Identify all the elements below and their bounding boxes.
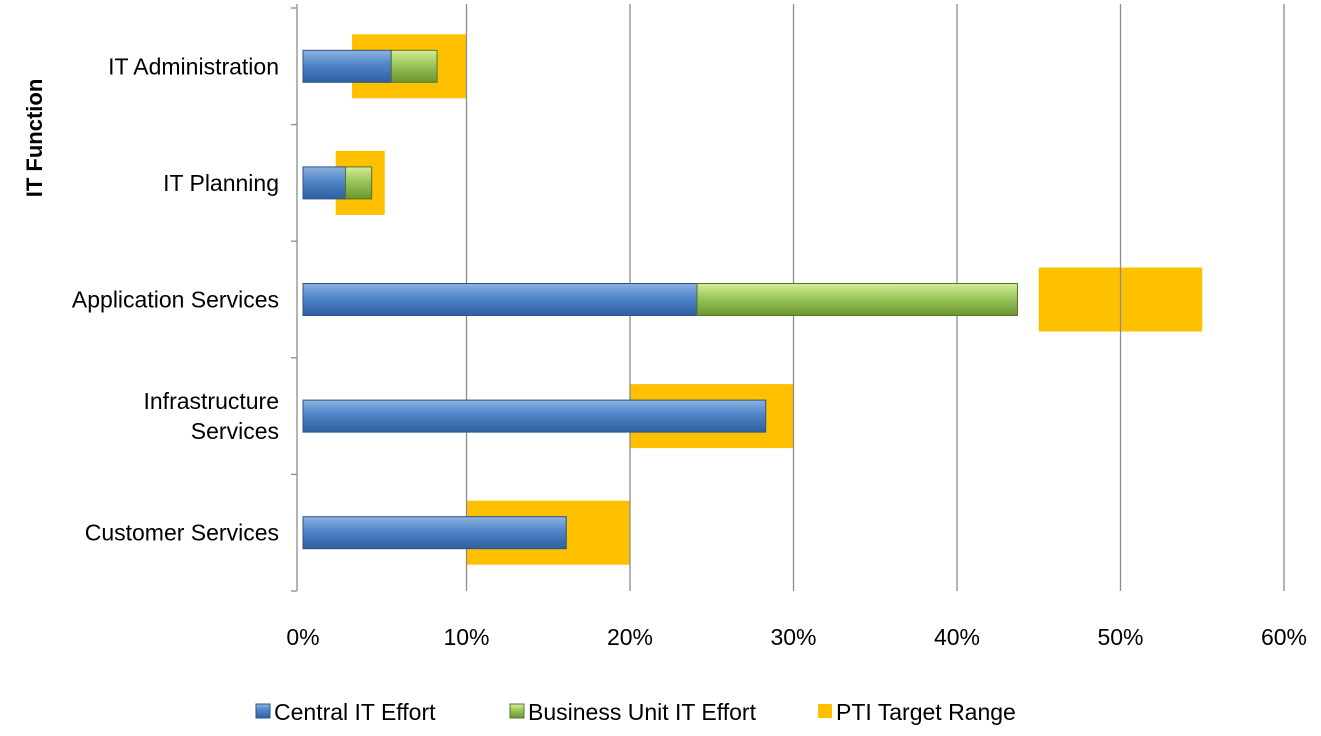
legend-swatch	[509, 703, 525, 719]
y-axis-title: IT Function	[22, 79, 47, 198]
category-label: Infrastructure	[144, 388, 280, 414]
bar-segment	[302, 166, 347, 200]
legend-label: PTI Target Range	[836, 699, 1016, 725]
bars-layer	[302, 49, 1018, 550]
legend-swatch	[818, 704, 832, 718]
x-tick-label: 40%	[934, 624, 980, 650]
bar-segment	[302, 283, 698, 316]
category-label: Customer Services	[85, 520, 279, 546]
axes	[291, 4, 298, 592]
bar-segment	[345, 166, 373, 200]
x-tick-label: 60%	[1261, 624, 1307, 650]
bar-segment	[302, 399, 767, 433]
legend: Central IT Effort Business Unit IT Effort…	[255, 699, 1016, 725]
bar-segment	[390, 49, 438, 83]
x-tick-label: 0%	[286, 624, 319, 650]
bar-segment	[696, 283, 1018, 316]
x-tick-label: 30%	[770, 624, 816, 650]
category-label: Services	[191, 418, 279, 444]
x-tick-label: 20%	[607, 624, 653, 650]
x-tick-label: 50%	[1097, 624, 1143, 650]
bar-segment	[302, 49, 392, 83]
bar-segment	[302, 516, 567, 550]
x-tick-label: 10%	[443, 624, 489, 650]
legend-label: Central IT Effort	[274, 699, 436, 725]
legend-label: Business Unit IT Effort	[528, 699, 757, 725]
labels-layer: IT Administration IT Planning Application …	[22, 53, 1307, 650]
legend-swatch	[255, 703, 271, 719]
category-label: IT Administration	[108, 53, 279, 79]
category-label: IT Planning	[163, 170, 279, 196]
category-label: Application Services	[72, 287, 279, 313]
